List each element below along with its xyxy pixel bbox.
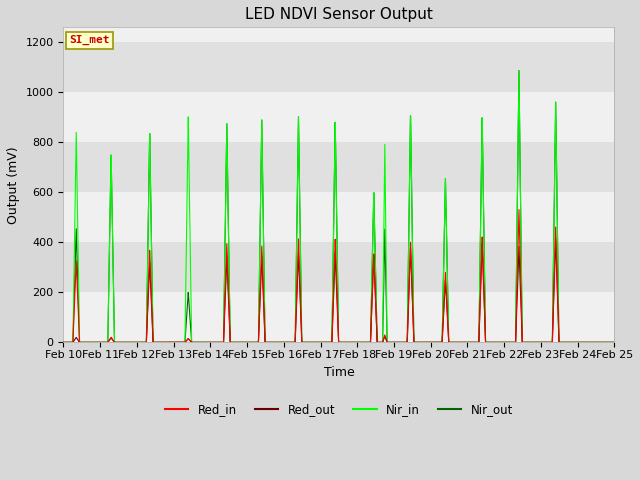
Nir_out xyxy=(418,339,426,345)
Red_out xyxy=(470,339,478,345)
Bar xyxy=(63,42,614,92)
Red_out xyxy=(513,315,520,321)
Line: Nir_in: Nir_in xyxy=(63,71,614,342)
Bar xyxy=(63,192,614,242)
Nir_in xyxy=(611,339,618,345)
Red_in xyxy=(515,207,523,213)
Bar xyxy=(63,142,614,192)
Red_out xyxy=(611,339,618,345)
Red_in xyxy=(159,339,167,345)
Bar xyxy=(63,92,614,142)
Nir_in xyxy=(470,339,478,345)
Red_out xyxy=(390,339,397,345)
Nir_in xyxy=(515,68,523,73)
Y-axis label: Output (mV): Output (mV) xyxy=(7,146,20,224)
Red_in xyxy=(270,339,278,345)
Nir_out xyxy=(159,339,167,345)
Title: LED NDVI Sensor Output: LED NDVI Sensor Output xyxy=(245,7,433,22)
Red_in xyxy=(470,339,478,345)
Legend: Red_in, Red_out, Nir_in, Nir_out: Red_in, Red_out, Nir_in, Nir_out xyxy=(160,399,518,421)
X-axis label: Time: Time xyxy=(323,366,355,379)
Red_out xyxy=(418,339,426,345)
Red_in xyxy=(611,339,618,345)
Line: Nir_out: Nir_out xyxy=(63,71,614,342)
Nir_out xyxy=(513,271,520,276)
Nir_out xyxy=(60,339,67,345)
Red_in xyxy=(60,339,67,345)
Nir_out xyxy=(390,339,397,345)
Nir_out xyxy=(611,339,618,345)
Nir_in xyxy=(418,339,426,345)
Red_out xyxy=(60,339,67,345)
Red_out xyxy=(270,339,278,345)
Text: SI_met: SI_met xyxy=(69,35,109,46)
Bar xyxy=(63,292,614,342)
Nir_in xyxy=(513,271,520,276)
Nir_out xyxy=(515,68,523,73)
Red_in xyxy=(390,339,397,345)
Nir_in xyxy=(270,339,278,345)
Line: Red_out: Red_out xyxy=(63,238,614,342)
Nir_out xyxy=(270,339,278,345)
Red_out xyxy=(159,339,167,345)
Red_in xyxy=(418,339,426,345)
Red_out xyxy=(552,235,559,241)
Nir_in xyxy=(390,339,397,345)
Nir_in xyxy=(159,339,167,345)
Red_in xyxy=(513,306,520,312)
Line: Red_in: Red_in xyxy=(63,210,614,342)
Nir_out xyxy=(470,339,478,345)
Bar xyxy=(63,27,614,42)
Nir_in xyxy=(60,339,67,345)
Bar xyxy=(63,242,614,292)
